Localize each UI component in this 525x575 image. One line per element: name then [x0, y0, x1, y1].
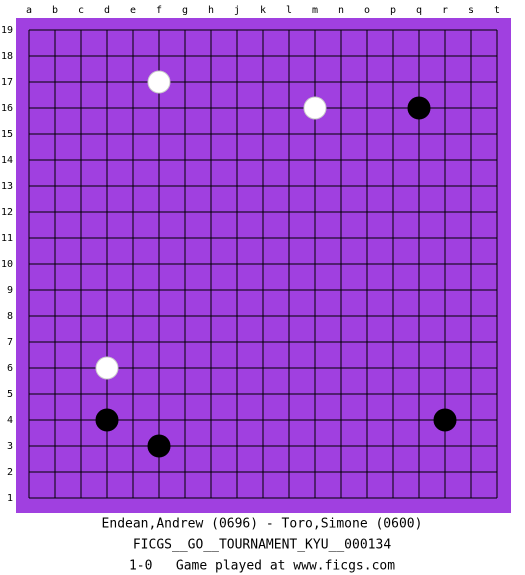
column-label: d	[104, 5, 110, 16]
column-label: j	[234, 5, 240, 16]
column-label: p	[390, 5, 396, 16]
row-label: 15	[1, 129, 13, 140]
column-label: t	[494, 5, 500, 16]
white-stone	[303, 96, 327, 120]
row-label: 9	[7, 285, 13, 296]
row-label: 1	[7, 493, 13, 504]
white-stone	[147, 70, 171, 94]
row-label: 10	[1, 259, 13, 270]
column-label: o	[364, 5, 370, 16]
black-stone	[95, 408, 119, 432]
row-label: 3	[7, 441, 13, 452]
row-label: 12	[1, 207, 13, 218]
black-stone	[147, 434, 171, 458]
row-label: 13	[1, 181, 13, 192]
row-label: 8	[7, 311, 13, 322]
column-label: n	[338, 5, 344, 16]
row-label: 6	[7, 363, 13, 374]
column-label: l	[286, 5, 292, 16]
row-label: 7	[7, 337, 13, 348]
column-label: q	[416, 5, 422, 16]
column-label: c	[78, 5, 84, 16]
row-label: 18	[1, 51, 13, 62]
event: FICGS__GO__TOURNAMENT_KYU__000134	[133, 538, 391, 553]
column-label: r	[442, 5, 448, 16]
column-label: a	[26, 5, 32, 16]
column-label: b	[52, 5, 58, 16]
row-label: 5	[7, 389, 13, 400]
row-label: 19	[1, 25, 13, 36]
column-label: e	[130, 5, 136, 16]
column-label: m	[312, 5, 318, 16]
white-stone	[95, 356, 119, 380]
column-label: k	[260, 5, 266, 16]
players: Endean,Andrew (0696) - Toro,Simone (0600…	[102, 517, 423, 532]
row-label: 4	[7, 415, 13, 426]
row-label: 11	[1, 233, 13, 244]
black-stone	[433, 408, 457, 432]
row-label: 2	[7, 467, 13, 478]
result: 1-0 Game played at www.ficgs.com	[129, 559, 395, 574]
row-label: 17	[1, 77, 13, 88]
column-label: f	[156, 5, 162, 16]
row-label: 16	[1, 103, 13, 114]
column-label: h	[208, 5, 214, 16]
black-stone	[407, 96, 431, 120]
row-label: 14	[1, 155, 13, 166]
column-label: s	[468, 5, 474, 16]
column-label: g	[182, 5, 188, 16]
